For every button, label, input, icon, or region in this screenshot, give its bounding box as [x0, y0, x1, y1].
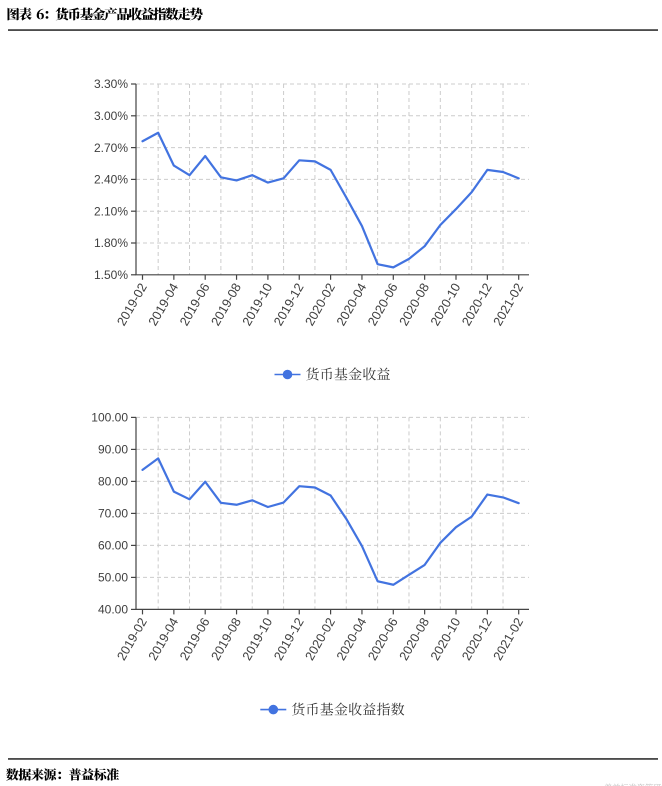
svg-text:3.00%: 3.00%: [94, 109, 128, 123]
svg-text:1.50%: 1.50%: [94, 268, 128, 282]
svg-text:3.30%: 3.30%: [94, 77, 128, 91]
svg-text:100.00: 100.00: [91, 411, 128, 425]
svg-text:60.00: 60.00: [98, 539, 128, 553]
svg-text:2.10%: 2.10%: [94, 204, 128, 218]
svg-text:2.40%: 2.40%: [94, 173, 128, 187]
svg-text:40.00: 40.00: [98, 603, 128, 617]
svg-text:90.00: 90.00: [98, 443, 128, 457]
svg-text:80.00: 80.00: [98, 475, 128, 489]
svg-text:2.70%: 2.70%: [94, 141, 128, 155]
svg-text:1.80%: 1.80%: [94, 236, 128, 250]
svg-text:70.00: 70.00: [98, 507, 128, 521]
svg-text:50.00: 50.00: [98, 571, 128, 585]
